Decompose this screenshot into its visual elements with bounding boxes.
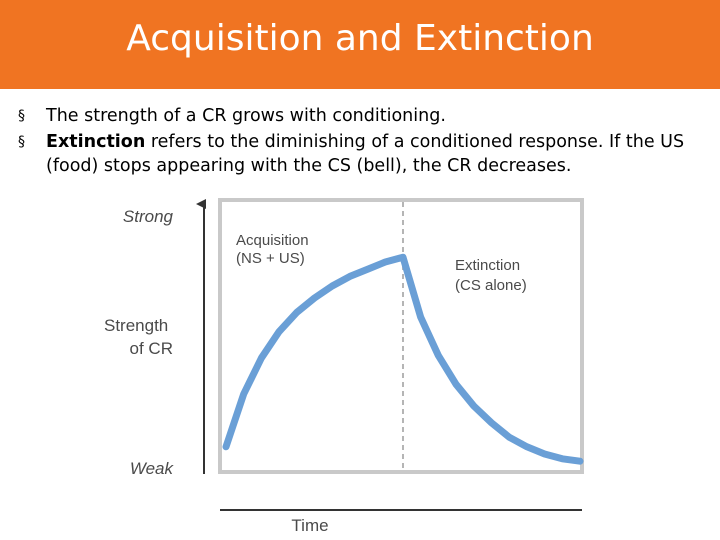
y-axis-label-line-2: of CR <box>130 339 173 358</box>
phase-label-extinction: Extinction (CS alone) <box>455 257 527 294</box>
cr-strength-chart: Strong Strength of CR Weak Time Acquisit… <box>104 198 584 535</box>
y-tick-top: Strong <box>123 207 174 226</box>
phase-label-extinction-line-2: (CS alone) <box>455 277 527 294</box>
bullet-text: refers to the diminishing of a condition… <box>46 132 685 176</box>
bullet-item: § Extinction refers to the diminishing o… <box>18 130 708 178</box>
bullet-marker: § <box>18 108 25 124</box>
y-axis-label-line-1: Strength <box>104 316 168 335</box>
bullet-list: § The strength of a CR grows with condit… <box>18 104 708 180</box>
bullet-bold-term: Extinction <box>46 132 146 152</box>
series-line-cr-strength <box>222 253 584 465</box>
x-axis-label: Time <box>291 516 328 535</box>
phase-label-acquisition: Acquisition (NS + US) <box>236 232 313 267</box>
slide-title: Acquisition and Extinction <box>126 18 594 59</box>
y-tick-bottom: Weak <box>130 459 175 478</box>
bullet-text: The strength of a CR grows with conditio… <box>46 106 446 126</box>
phase-label-extinction-line-1: Extinction <box>455 257 520 274</box>
plot-frame <box>218 198 584 474</box>
phase-label-acquisition-line-1: Acquisition <box>236 232 309 249</box>
title-bar: Acquisition and Extinction <box>0 0 720 89</box>
bullet-item: § The strength of a CR grows with condit… <box>18 104 708 128</box>
phase-label-acquisition-line-2: (NS + US) <box>236 250 305 267</box>
y-axis-label: Strength of CR <box>104 316 173 358</box>
bullet-marker: § <box>18 134 25 150</box>
